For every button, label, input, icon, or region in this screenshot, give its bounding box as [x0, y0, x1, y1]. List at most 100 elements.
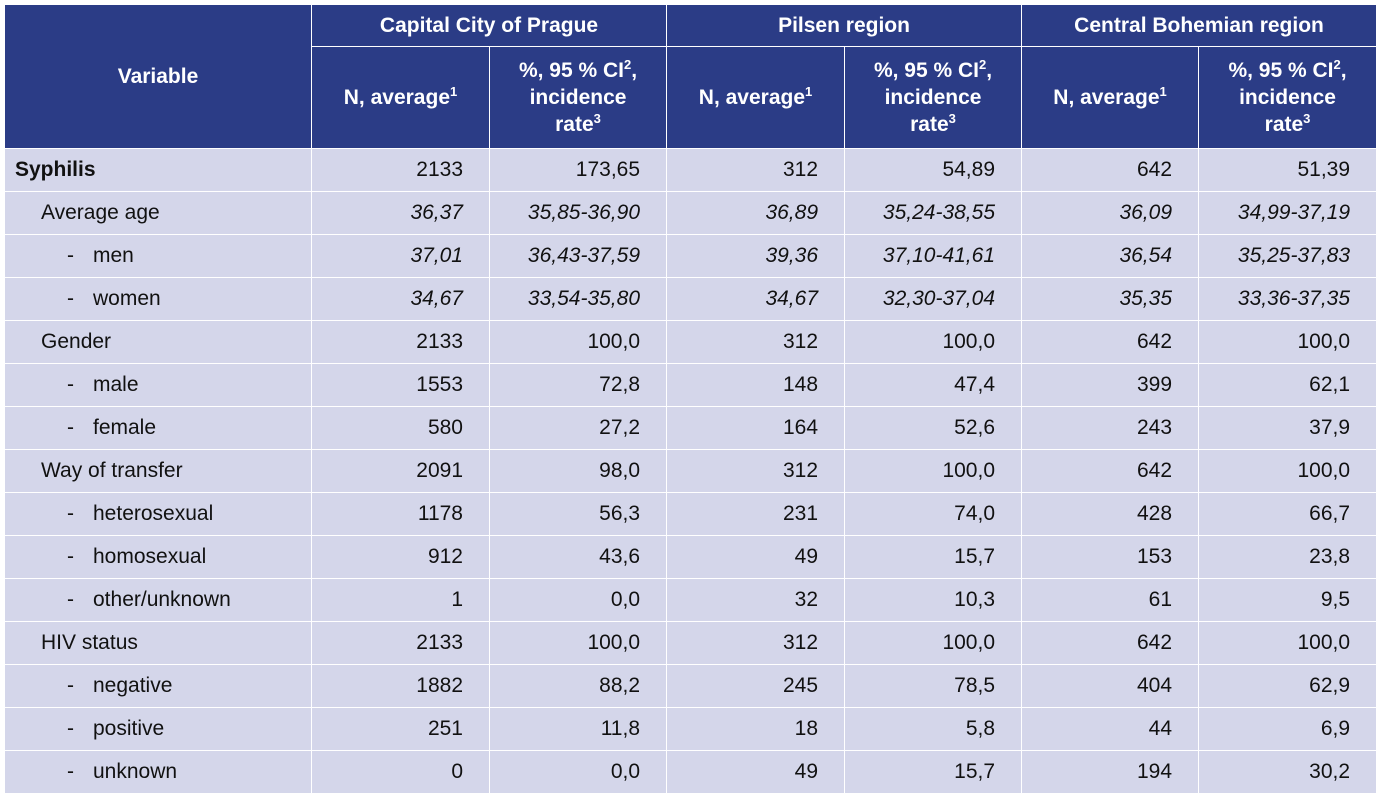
header-percent-comma: ,	[986, 59, 993, 82]
cell-percent: 173,65	[488, 148, 668, 192]
cell-n-average: 580	[311, 406, 490, 450]
cell-percent: 33,36-37,35	[1198, 277, 1378, 321]
cell-percent: 36,43-37,59	[488, 234, 668, 278]
cell-n-average: 312	[666, 320, 846, 364]
header-percent-ci: %, 95 % CI2, incidence rate3	[488, 46, 668, 149]
cell-percent: 100,0	[844, 449, 1023, 493]
row-label: - homosexual	[4, 535, 312, 579]
header-region-pilsen: Pilsen region	[666, 4, 1023, 47]
cell-n-average: 642	[1021, 449, 1200, 493]
row-label-text: Way of transfer	[41, 459, 183, 482]
cell-n-average: 2133	[311, 621, 490, 665]
cell-percent: 72,8	[488, 363, 668, 407]
cell-n-average: 35,35	[1021, 277, 1200, 321]
cell-n-average: 404	[1021, 664, 1200, 708]
row-label-text: men	[93, 244, 134, 267]
cell-n-average: 36,09	[1021, 191, 1200, 235]
cell-percent: 100,0	[488, 621, 668, 665]
cell-percent: 0,0	[488, 578, 668, 622]
header-percent-ci: %, 95 % CI2, incidence rate3	[844, 46, 1023, 149]
footnote-ref: 3	[593, 111, 601, 126]
header-n-average: N, average1	[1021, 46, 1200, 149]
header-incidence-label: incidence	[884, 86, 982, 109]
table-row: - unknown 0 0,0 49 15,7 194 30,2	[4, 750, 1378, 794]
table-row: Gender 2133 100,0 312 100,0 642 100,0	[4, 320, 1378, 364]
header-percent-label: %, 95 % CI	[1228, 59, 1334, 82]
footnote-ref: 1	[805, 84, 813, 99]
table-row: - positive 251 11,8 18 5,8 44 6,9	[4, 707, 1378, 751]
cell-n-average: 912	[311, 535, 490, 579]
cell-n-average: 36,89	[666, 191, 846, 235]
syphilis-data-table: Variable Capital City of Prague Pilsen r…	[4, 4, 1378, 794]
cell-n-average: 1178	[311, 492, 490, 536]
cell-percent: 10,3	[844, 578, 1023, 622]
cell-percent: 30,2	[1198, 750, 1378, 794]
row-dash: -	[67, 760, 74, 783]
row-label-text: HIV status	[41, 631, 138, 654]
cell-percent: 15,7	[844, 750, 1023, 794]
cell-n-average: 2133	[311, 320, 490, 364]
cell-n-average: 2091	[311, 449, 490, 493]
row-label: - male	[4, 363, 312, 407]
header-variable: Variable	[4, 4, 312, 149]
row-label-text: homosexual	[93, 545, 207, 568]
row-dash: -	[67, 416, 74, 439]
header-percent-ci: %, 95 % CI2, incidence rate3	[1198, 46, 1378, 149]
cell-n-average: 39,36	[666, 234, 846, 278]
cell-percent: 100,0	[844, 320, 1023, 364]
cell-percent: 34,99-37,19	[1198, 191, 1378, 235]
table-row: - homosexual 912 43,6 49 15,7 153 23,8	[4, 535, 1378, 579]
row-label: - positive	[4, 707, 312, 751]
table-body: Syphilis 2133 173,65 312 54,89 642 51,39 Averag…	[4, 148, 1378, 794]
cell-n-average: 44	[1021, 707, 1200, 751]
table-row: - women 34,67 33,54-35,80 34,67 32,30-37,04 35…	[4, 277, 1378, 321]
row-dash: -	[67, 244, 74, 267]
row-label: Average age	[4, 191, 312, 235]
footnote-ref: 3	[948, 111, 956, 126]
footnote-ref: 2	[979, 57, 987, 72]
row-label: Way of transfer	[4, 449, 312, 493]
header-n-label: N, average	[343, 86, 450, 109]
row-label: - women	[4, 277, 312, 321]
cell-n-average: 36,37	[311, 191, 490, 235]
cell-percent: 35,24-38,55	[844, 191, 1023, 235]
row-label: - female	[4, 406, 312, 450]
row-label: - unknown	[4, 750, 312, 794]
cell-n-average: 32	[666, 578, 846, 622]
cell-n-average: 49	[666, 750, 846, 794]
row-label: - men	[4, 234, 312, 278]
header-incidence-label: incidence	[529, 86, 627, 109]
header-rate-label: rate	[910, 113, 949, 136]
cell-n-average: 1553	[311, 363, 490, 407]
row-label-text: male	[93, 373, 139, 396]
cell-percent: 56,3	[488, 492, 668, 536]
table-row: Average age 36,37 35,85-36,90 36,89 35,24-38…	[4, 191, 1378, 235]
cell-n-average: 2133	[311, 148, 490, 192]
cell-n-average: 428	[1021, 492, 1200, 536]
cell-percent: 74,0	[844, 492, 1023, 536]
cell-percent: 15,7	[844, 535, 1023, 579]
cell-n-average: 312	[666, 148, 846, 192]
table-row: HIV status 2133 100,0 312 100,0 642 100,0	[4, 621, 1378, 665]
cell-percent: 5,8	[844, 707, 1023, 751]
cell-percent: 78,5	[844, 664, 1023, 708]
cell-n-average: 243	[1021, 406, 1200, 450]
header-rate-label: rate	[1264, 113, 1304, 136]
cell-percent: 37,9	[1198, 406, 1378, 450]
footnote-ref: 3	[1303, 111, 1311, 126]
cell-n-average: 312	[666, 449, 846, 493]
row-label-text: other/unknown	[93, 588, 231, 611]
row-label-text: positive	[93, 717, 165, 740]
row-label: Syphilis	[4, 148, 312, 192]
table-row: Syphilis 2133 173,65 312 54,89 642 51,39	[4, 148, 1378, 192]
row-label-text: women	[93, 287, 161, 310]
cell-percent: 66,7	[1198, 492, 1378, 536]
header-n-average: N, average1	[666, 46, 846, 149]
cell-percent: 27,2	[488, 406, 668, 450]
table-row: - men 37,01 36,43-37,59 39,36 37,10-41,61 36,5…	[4, 234, 1378, 278]
cell-n-average: 36,54	[1021, 234, 1200, 278]
cell-n-average: 1	[311, 578, 490, 622]
footnote-ref: 1	[1159, 84, 1167, 99]
footnote-ref: 2	[623, 57, 632, 72]
cell-percent: 62,9	[1198, 664, 1378, 708]
